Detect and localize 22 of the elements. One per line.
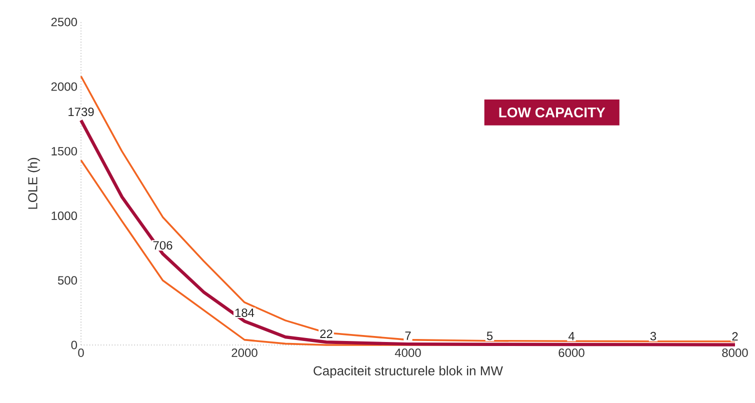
data-label: 3	[650, 332, 656, 340]
y-tick-label: 2000	[51, 82, 78, 91]
annotation: LOW CAPACITY	[499, 107, 606, 118]
data-label: 4	[568, 332, 574, 340]
y-tick-label: 0	[71, 340, 78, 350]
y-tick-label: 500	[58, 276, 78, 285]
data-label: 706	[153, 241, 172, 250]
x-tick-label: 2000	[232, 348, 258, 358]
data-label: 184	[235, 308, 254, 318]
y-tick-label: 2500	[51, 18, 78, 26]
x-tick-label: 8000	[722, 348, 748, 358]
x-tick-label: 4000	[394, 348, 421, 358]
data-label: 2	[732, 332, 738, 341]
x-tick-label: 6000	[558, 348, 584, 358]
y-tick-label: 1000	[52, 212, 78, 220]
y-tick-label: 1500	[52, 146, 78, 156]
data-label: 5	[486, 332, 493, 340]
data-label: 7	[405, 332, 411, 340]
x-axis-title: Capaciteit structurele blok in MW	[314, 366, 503, 378]
y-axis-title: LOLE (h)	[28, 158, 40, 209]
x-tick-label: 0	[78, 348, 84, 358]
data-label: 1739	[68, 108, 94, 116]
